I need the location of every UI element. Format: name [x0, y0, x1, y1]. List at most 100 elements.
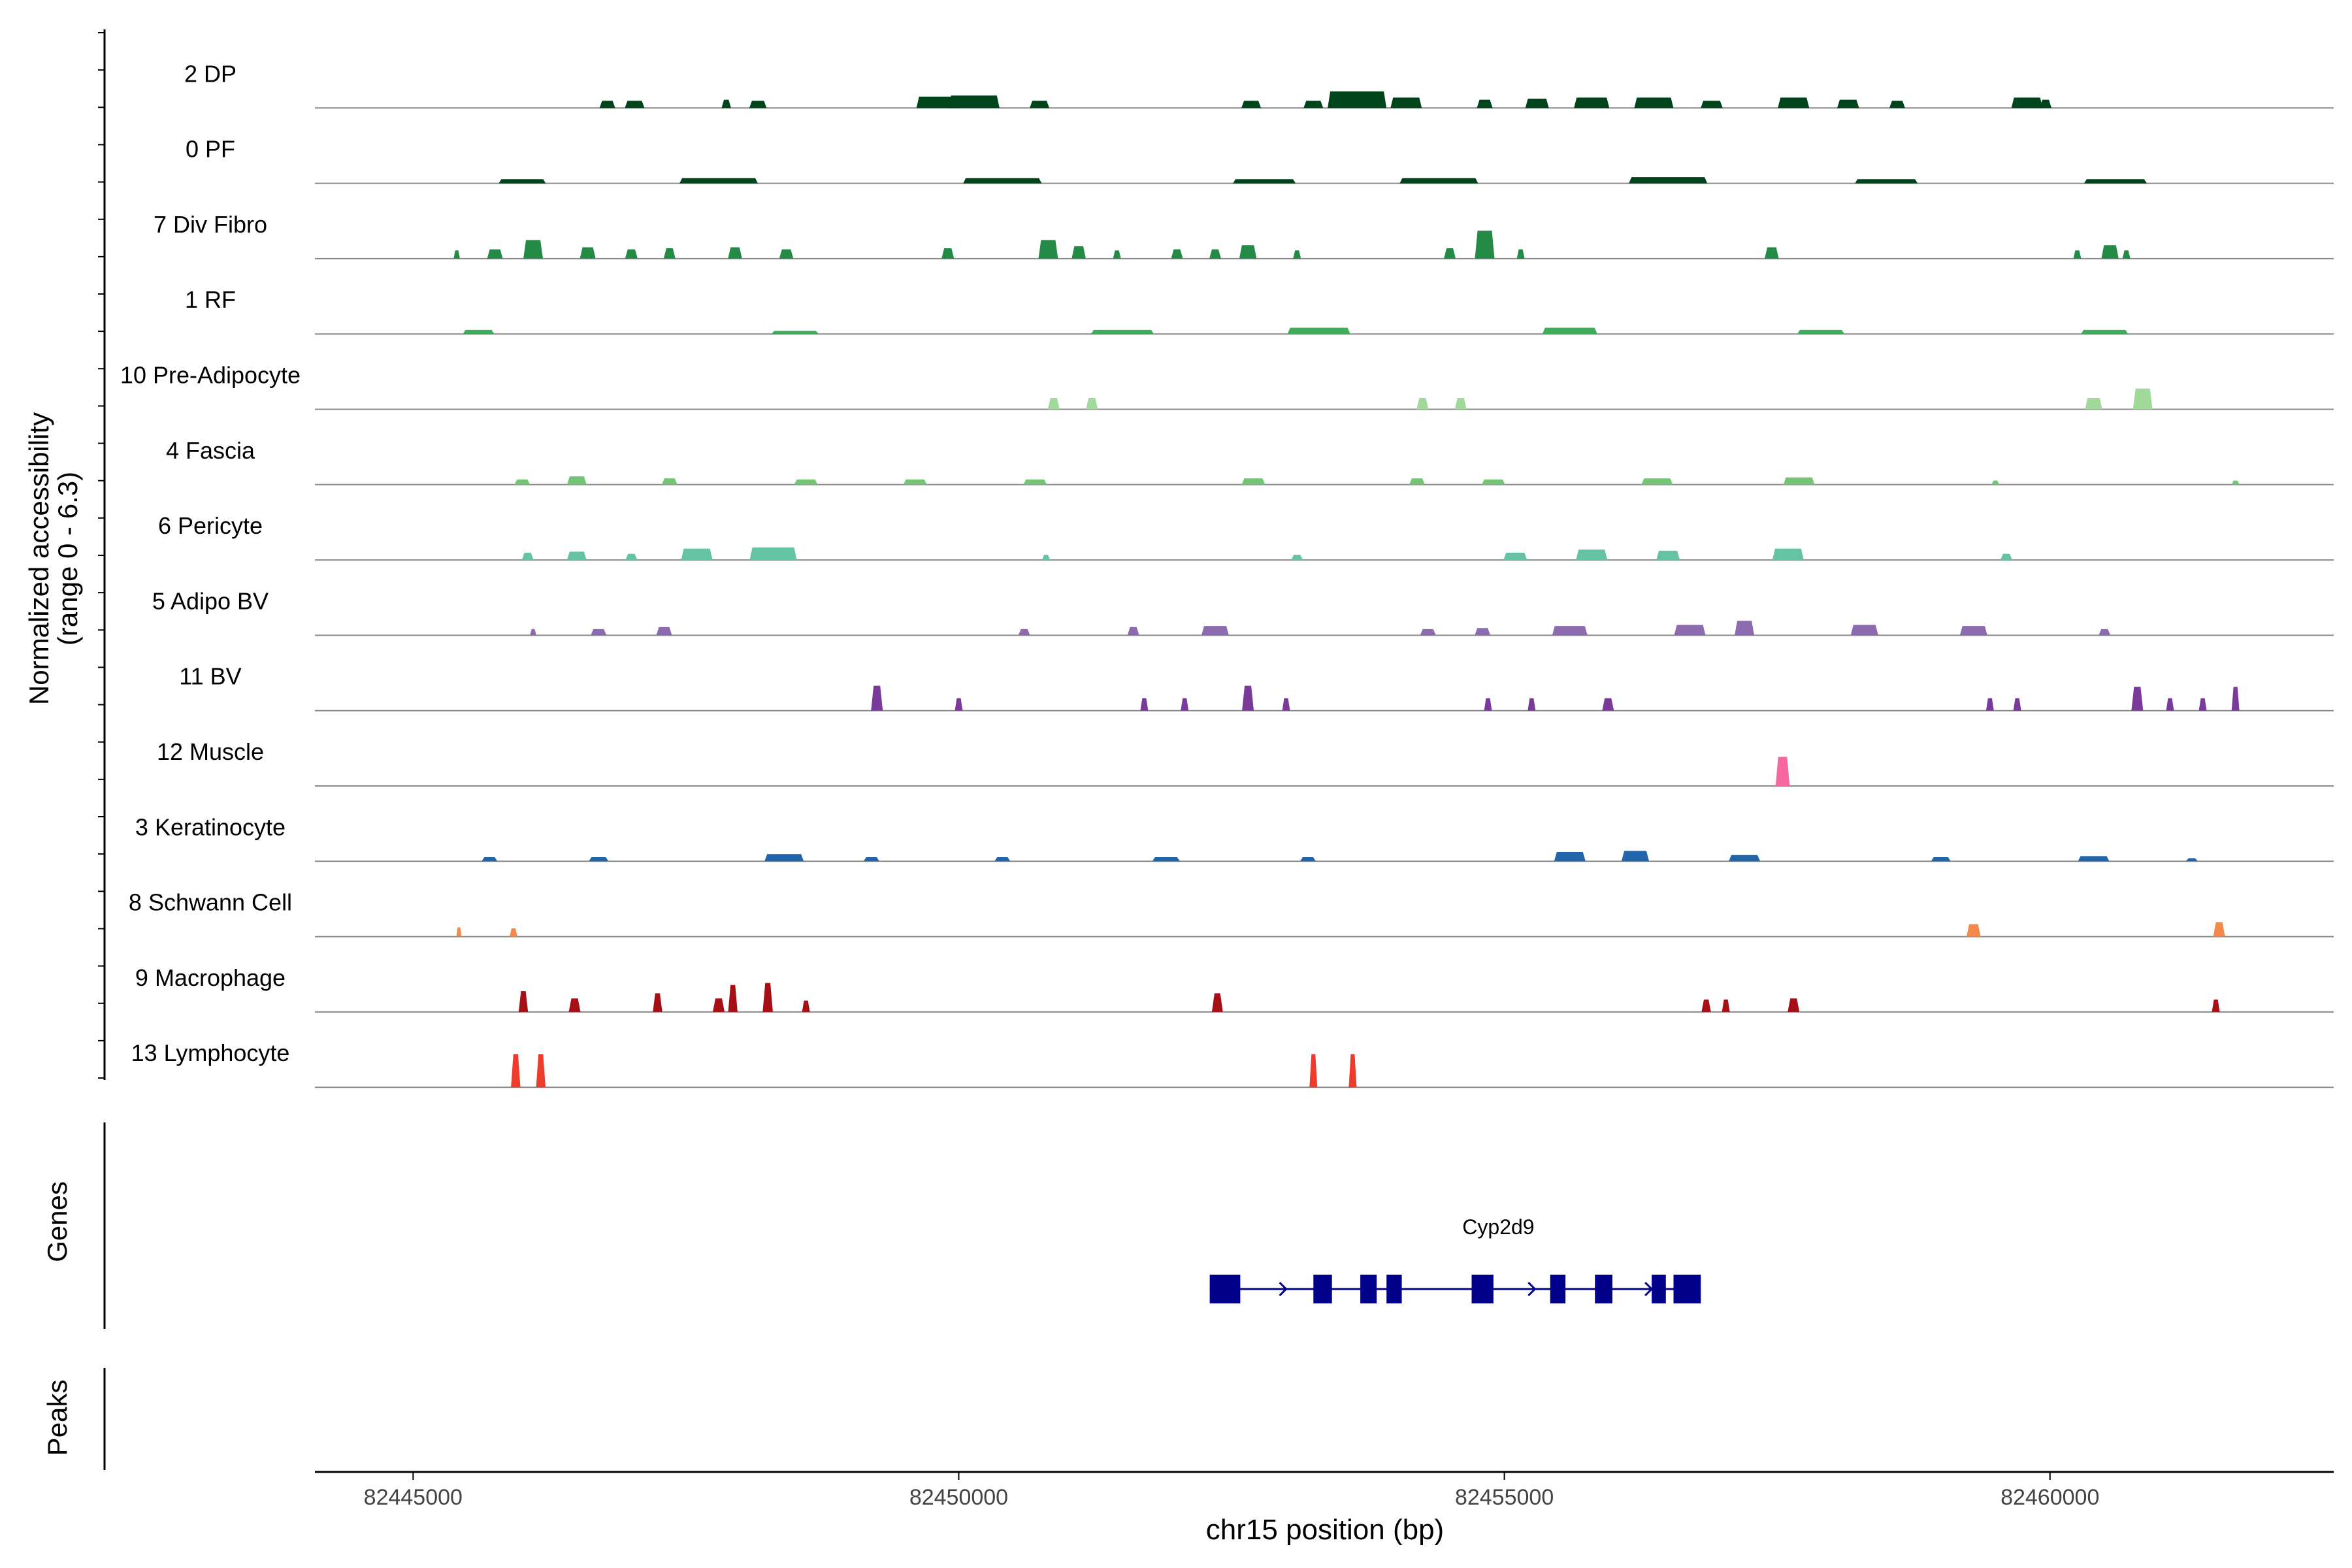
coverage-peak [2231, 687, 2240, 711]
gene-exon [1652, 1275, 1666, 1303]
coverage-peak [749, 547, 797, 561]
coverage-peak [863, 857, 879, 862]
coverage-peak [568, 998, 581, 1012]
coverage-peak [661, 478, 678, 485]
track-label: 13 Lymphocyte [131, 1039, 290, 1066]
track-11: 8 Schwann Cell [129, 889, 2334, 938]
coverage-peak [2013, 698, 2021, 711]
coverage-peak [1018, 629, 1030, 636]
track-3: 1 RF [185, 286, 2334, 335]
gene-strand-arrow [1279, 1281, 1288, 1297]
coverage-peak [509, 928, 517, 937]
gene-exon [1550, 1275, 1566, 1303]
track-5: 4 Fascia [166, 437, 2334, 485]
coverage-peak [1778, 97, 1810, 108]
coverage-peak [1086, 398, 1098, 410]
coverage-peak [536, 1054, 546, 1088]
coverage-peak [1023, 479, 1047, 485]
coverage-peak [955, 698, 963, 711]
gene-name-label: Cyp2d9 [1462, 1215, 1534, 1239]
track-6: 6 Pericyte [158, 512, 2334, 561]
coverage-peak [1303, 101, 1324, 108]
coverage-peak [2011, 97, 2043, 108]
coverage-peak [941, 248, 955, 259]
track-label: 6 Pericyte [158, 512, 263, 539]
coverage-peak [771, 331, 819, 335]
coverage-peak [1554, 852, 1586, 862]
y-axis-label-line1: Normalized accessibility [24, 412, 54, 705]
coverage-peak [916, 96, 960, 108]
coverage-peak [1576, 549, 1608, 561]
coverage-peak [1701, 999, 1711, 1012]
coverage-peak [656, 627, 672, 636]
coverage-peak [1722, 999, 1730, 1012]
x-tick-label: 82450000 [909, 1485, 1008, 1510]
gene-exon [1360, 1275, 1377, 1303]
coverage-peak [530, 629, 536, 636]
coverage-peak [1775, 757, 1790, 786]
gene-exon [1313, 1275, 1332, 1303]
coverage-peak [728, 985, 738, 1012]
coverage-peak [1293, 250, 1301, 259]
coverage-peak [994, 857, 1011, 862]
coverage-peak [1444, 248, 1456, 259]
x-tick-label: 82455000 [1455, 1485, 1554, 1510]
coverage-peak [1042, 555, 1051, 561]
track-label: 9 Macrophage [135, 964, 286, 991]
coverage-peak [1772, 548, 1804, 561]
coverage-peak [1481, 479, 1505, 485]
track-1: 0 PF [186, 136, 2334, 184]
coverage-peak [1850, 625, 1878, 636]
coverage-peak [1656, 550, 1680, 561]
coverage-peak [1783, 477, 1815, 485]
track-4: 10 Pre-Adipocyte [120, 362, 2334, 410]
coverage-peak [1091, 329, 1154, 335]
coverage-peak [1634, 97, 1674, 108]
coverage-peak [1525, 99, 1549, 108]
coverage-peak [453, 250, 460, 259]
coverage-peak [1837, 99, 1859, 108]
tracks-layer: 2 DP 0 PF 7 Div Fibro 1 RF 10 Pre-Adipocyte 4… [120, 60, 2334, 1088]
coverage-peak [2078, 856, 2110, 862]
track-label: 0 PF [186, 136, 235, 163]
coverage-peak [2212, 999, 2220, 1012]
coverage-peak [713, 998, 725, 1012]
coverage-peak [1328, 91, 1387, 108]
coverage-peak [463, 329, 495, 335]
coverage-peak [762, 983, 773, 1012]
coverage-peak [1241, 101, 1262, 108]
coverage-peak [2040, 99, 2052, 108]
coverage-peak [2131, 687, 2144, 711]
coverage-peak [963, 178, 1042, 184]
coverage-peak [749, 101, 767, 108]
coverage-peak [2099, 629, 2111, 636]
coverage-peak [681, 548, 713, 561]
coverage-peak [1622, 851, 1650, 862]
coverage-peak [2166, 698, 2174, 711]
coverage-peak [2185, 858, 2198, 862]
coverage-peak [625, 553, 638, 561]
coverage-peak [591, 629, 607, 636]
coverage-peak [779, 249, 794, 259]
coverage-peak [1399, 178, 1478, 184]
coverage-peak [498, 179, 546, 184]
coverage-peak [1140, 698, 1149, 711]
coverage-peak [1602, 698, 1614, 711]
coverage-peak [625, 249, 638, 259]
coverage-peak [2122, 250, 2131, 259]
coverage-peak [1516, 249, 1525, 259]
x-tick-label: 82445000 [364, 1485, 463, 1510]
coverage-peak [2081, 329, 2129, 335]
track-label: 12 Muscle [157, 738, 264, 765]
coverage-peak [1241, 478, 1266, 485]
coverage-peak [802, 1000, 810, 1012]
coverage-peak [589, 857, 609, 862]
coverage-peak [1047, 398, 1060, 410]
coverage-peak [1701, 101, 1723, 108]
coverage-peak [625, 101, 645, 108]
track-label: 7 Div Fibro [154, 211, 267, 238]
coverage-peak [2132, 388, 2153, 410]
coverage-peak [1038, 240, 1058, 259]
coverage-peak [511, 1054, 521, 1088]
